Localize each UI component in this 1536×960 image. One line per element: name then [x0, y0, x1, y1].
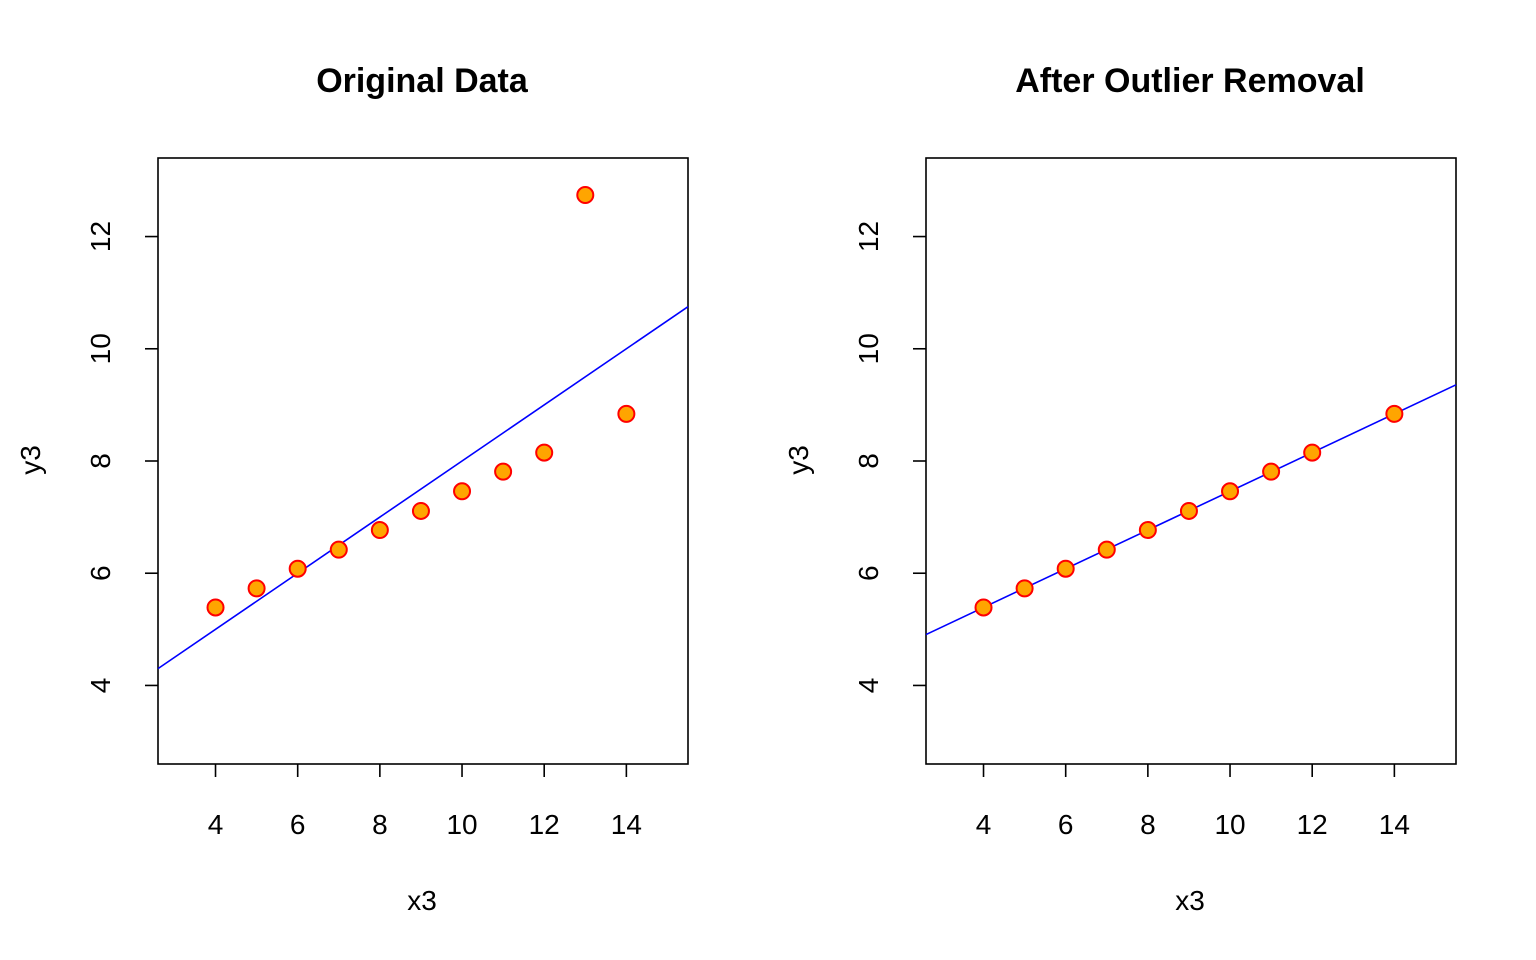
data-point	[535, 443, 554, 462]
x-tick-label: 6	[290, 809, 306, 840]
data-point	[617, 404, 636, 423]
x-tick-label: 6	[1058, 809, 1074, 840]
x-tick-label: 10	[446, 809, 477, 840]
fit-line-layer	[157, 306, 689, 670]
axis-ticks: 4 6 8 10 12 14 4 6 8 10 12	[85, 221, 642, 840]
data-point	[370, 521, 389, 540]
chart-title: Original Data	[316, 62, 529, 100]
y-tick-label: 6	[85, 565, 116, 581]
x-axis-label: x3	[1175, 885, 1205, 916]
x-tick-label: 14	[611, 809, 642, 840]
data-point	[1385, 404, 1404, 423]
plot-frame	[925, 157, 1457, 765]
y-tick-label: 8	[853, 453, 884, 469]
y-tick-label: 10	[853, 333, 884, 364]
x-tick-label: 10	[1214, 809, 1245, 840]
y-tick-label: 10	[85, 333, 116, 364]
panel-original-data: Original Data x3 y3 4 6 8 10 12 14 4 6 8 10 12	[15, 62, 689, 916]
data-point	[1138, 521, 1157, 540]
y-tick-label: 6	[853, 565, 884, 581]
data-point	[1262, 462, 1281, 481]
plot-frame	[157, 157, 689, 765]
x-tick-label: 8	[372, 809, 388, 840]
points-layer	[974, 404, 1404, 617]
x-tick-label: 4	[976, 809, 992, 840]
chart-title: After Outlier Removal	[1015, 62, 1365, 100]
x-tick-label: 4	[208, 809, 224, 840]
x-tick-label: 12	[529, 809, 560, 840]
y-tick-label: 4	[85, 678, 116, 694]
x-tick-label: 12	[1297, 809, 1328, 840]
y-axis-label: y3	[15, 445, 46, 475]
data-point	[247, 579, 266, 598]
y-tick-label: 8	[85, 453, 116, 469]
data-point	[329, 540, 348, 559]
y-axis-label: y3	[783, 445, 814, 475]
x-tick-label: 14	[1379, 809, 1410, 840]
data-point	[1221, 482, 1240, 501]
y-tick-label: 12	[853, 221, 884, 252]
data-point	[1015, 579, 1034, 598]
panel-after-outlier-removal: After Outlier Removal x3 y3 4 6 8 10 12 14 4 6 8…	[783, 62, 1457, 916]
y-tick-label: 12	[85, 221, 116, 252]
regression-line	[157, 306, 689, 670]
data-point	[206, 598, 225, 617]
data-point	[411, 501, 430, 520]
data-point	[494, 462, 513, 481]
x-axis-label: x3	[407, 885, 437, 916]
data-point	[576, 186, 595, 205]
points-layer	[206, 186, 636, 617]
data-point	[1179, 501, 1198, 520]
data-point	[1097, 540, 1116, 559]
y-tick-label: 4	[853, 678, 884, 694]
x-tick-label: 8	[1140, 809, 1156, 840]
data-point	[288, 559, 307, 578]
data-point	[1303, 443, 1322, 462]
data-point	[1056, 559, 1075, 578]
axis-ticks: 4 6 8 10 12 14 4 6 8 10 12	[853, 221, 1410, 840]
data-point	[974, 598, 993, 617]
data-point	[453, 482, 472, 501]
